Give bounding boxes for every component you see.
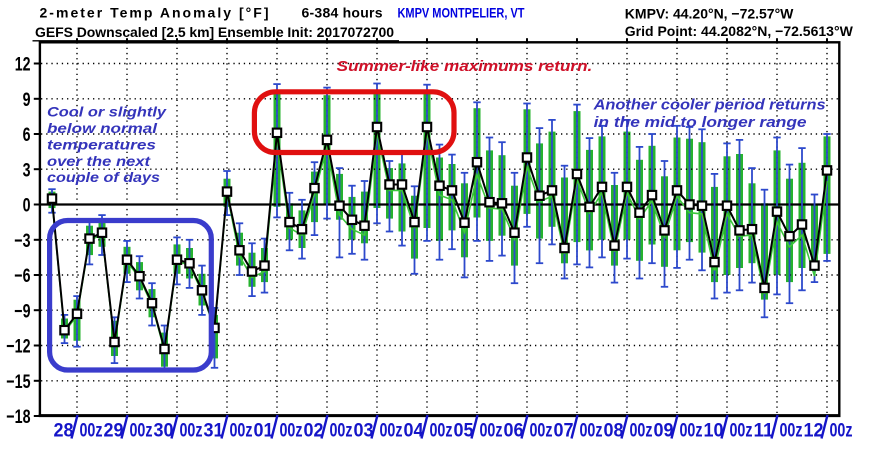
svg-text:00z: 00z (180, 421, 203, 442)
svg-text:00z: 00z (330, 421, 353, 442)
svg-text:below normal: below normal (47, 121, 157, 136)
svg-text:02: 02 (304, 421, 324, 442)
svg-text:KMPV: 44.20°N, −72.57°W: KMPV: 44.20°N, −72.57°W (625, 6, 794, 22)
svg-text:00z: 00z (530, 421, 553, 442)
svg-text:00z: 00z (280, 421, 303, 442)
svg-text:30: 30 (154, 421, 174, 442)
svg-text:6-384 hours: 6-384 hours (302, 5, 383, 21)
svg-text:in the mid to longer range: in the mid to longer range (594, 114, 807, 131)
svg-text:28: 28 (54, 421, 74, 442)
svg-text:05: 05 (454, 421, 474, 442)
svg-text:00z: 00z (630, 421, 653, 442)
svg-text:−9: −9 (14, 300, 30, 322)
svg-text:00z: 00z (730, 421, 753, 442)
svg-text:00z: 00z (480, 421, 503, 442)
svg-text:00z: 00z (430, 421, 453, 442)
svg-text:00z: 00z (380, 421, 403, 442)
svg-text:12: 12 (15, 54, 31, 76)
svg-text:2-meter Temp Anomaly [°F]: 2-meter Temp Anomaly [°F] (40, 5, 269, 21)
svg-text:29: 29 (104, 421, 124, 442)
svg-text:03: 03 (354, 421, 374, 442)
svg-text:00z: 00z (780, 421, 803, 442)
svg-text:Cool or slightly: Cool or slightly (47, 105, 167, 120)
svg-text:temperatures: temperatures (47, 137, 156, 152)
svg-text:09: 09 (654, 421, 674, 442)
svg-text:10: 10 (704, 421, 724, 442)
svg-text:11: 11 (754, 421, 774, 442)
svg-text:01: 01 (254, 421, 274, 442)
svg-text:00z: 00z (230, 421, 253, 442)
svg-text:00z: 00z (680, 421, 703, 442)
svg-text:08: 08 (604, 421, 624, 442)
svg-text:00z: 00z (80, 421, 103, 442)
svg-text:00z: 00z (830, 421, 853, 442)
svg-text:04: 04 (404, 421, 424, 442)
svg-text:KMPV MONTPELIER, VT: KMPV MONTPELIER, VT (398, 6, 526, 21)
svg-text:3: 3 (23, 159, 31, 181)
svg-text:Summer-like maximums return.: Summer-like maximums return. (337, 59, 593, 75)
svg-text:−3: −3 (14, 230, 30, 252)
svg-text:9: 9 (23, 89, 31, 111)
svg-text:−18: −18 (6, 406, 30, 428)
svg-text:GEFS Downscaled [2.5 km] Ensem: GEFS Downscaled [2.5 km] Ensemble Init: … (35, 24, 394, 40)
svg-text:06: 06 (504, 421, 524, 442)
svg-text:−15: −15 (6, 371, 30, 393)
svg-text:00z: 00z (580, 421, 603, 442)
svg-text:over the next: over the next (47, 154, 151, 169)
svg-text:12: 12 (804, 421, 824, 442)
svg-text:Another cooler period returns: Another cooler period returns (593, 97, 826, 114)
svg-text:0: 0 (23, 195, 31, 217)
svg-text:31: 31 (204, 421, 224, 442)
svg-text:00z: 00z (130, 421, 153, 442)
svg-text:−12: −12 (6, 336, 30, 358)
svg-text:−6: −6 (14, 265, 30, 287)
svg-text:6: 6 (23, 124, 31, 146)
svg-text:07: 07 (554, 421, 574, 442)
svg-text:couple of days: couple of days (47, 170, 160, 185)
svg-text:Grid Point: 44.2082°N, −72.561: Grid Point: 44.2082°N, −72.5613°W (625, 23, 854, 39)
